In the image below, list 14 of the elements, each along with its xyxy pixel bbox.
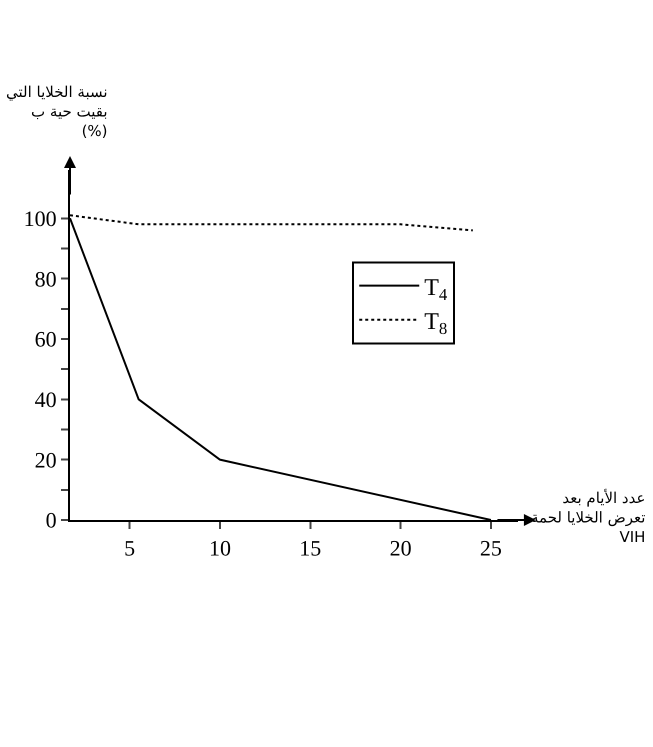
y-axis-title: نسبة الخلايا التي بقيت حية ب (%) xyxy=(6,83,108,140)
legend-label: T$_{4}$ xyxy=(424,274,448,304)
y-tick-label: 40 xyxy=(34,387,57,412)
x-tick-label: 25 xyxy=(480,535,502,560)
y-tick-label: 60 xyxy=(34,326,57,352)
y-tick-label: 20 xyxy=(34,447,57,472)
y-tick-label: 100 xyxy=(24,206,57,231)
legend-label: T$_{8}$ xyxy=(424,309,448,338)
x-tick-label: 15 xyxy=(299,535,322,560)
y-tick-label: 0 xyxy=(46,508,57,533)
y-tick-label: 80 xyxy=(34,266,57,292)
x-tick-label: 5 xyxy=(124,535,136,560)
x-tick-label: 10 xyxy=(208,535,231,560)
x-tick-label: 20 xyxy=(390,535,412,560)
